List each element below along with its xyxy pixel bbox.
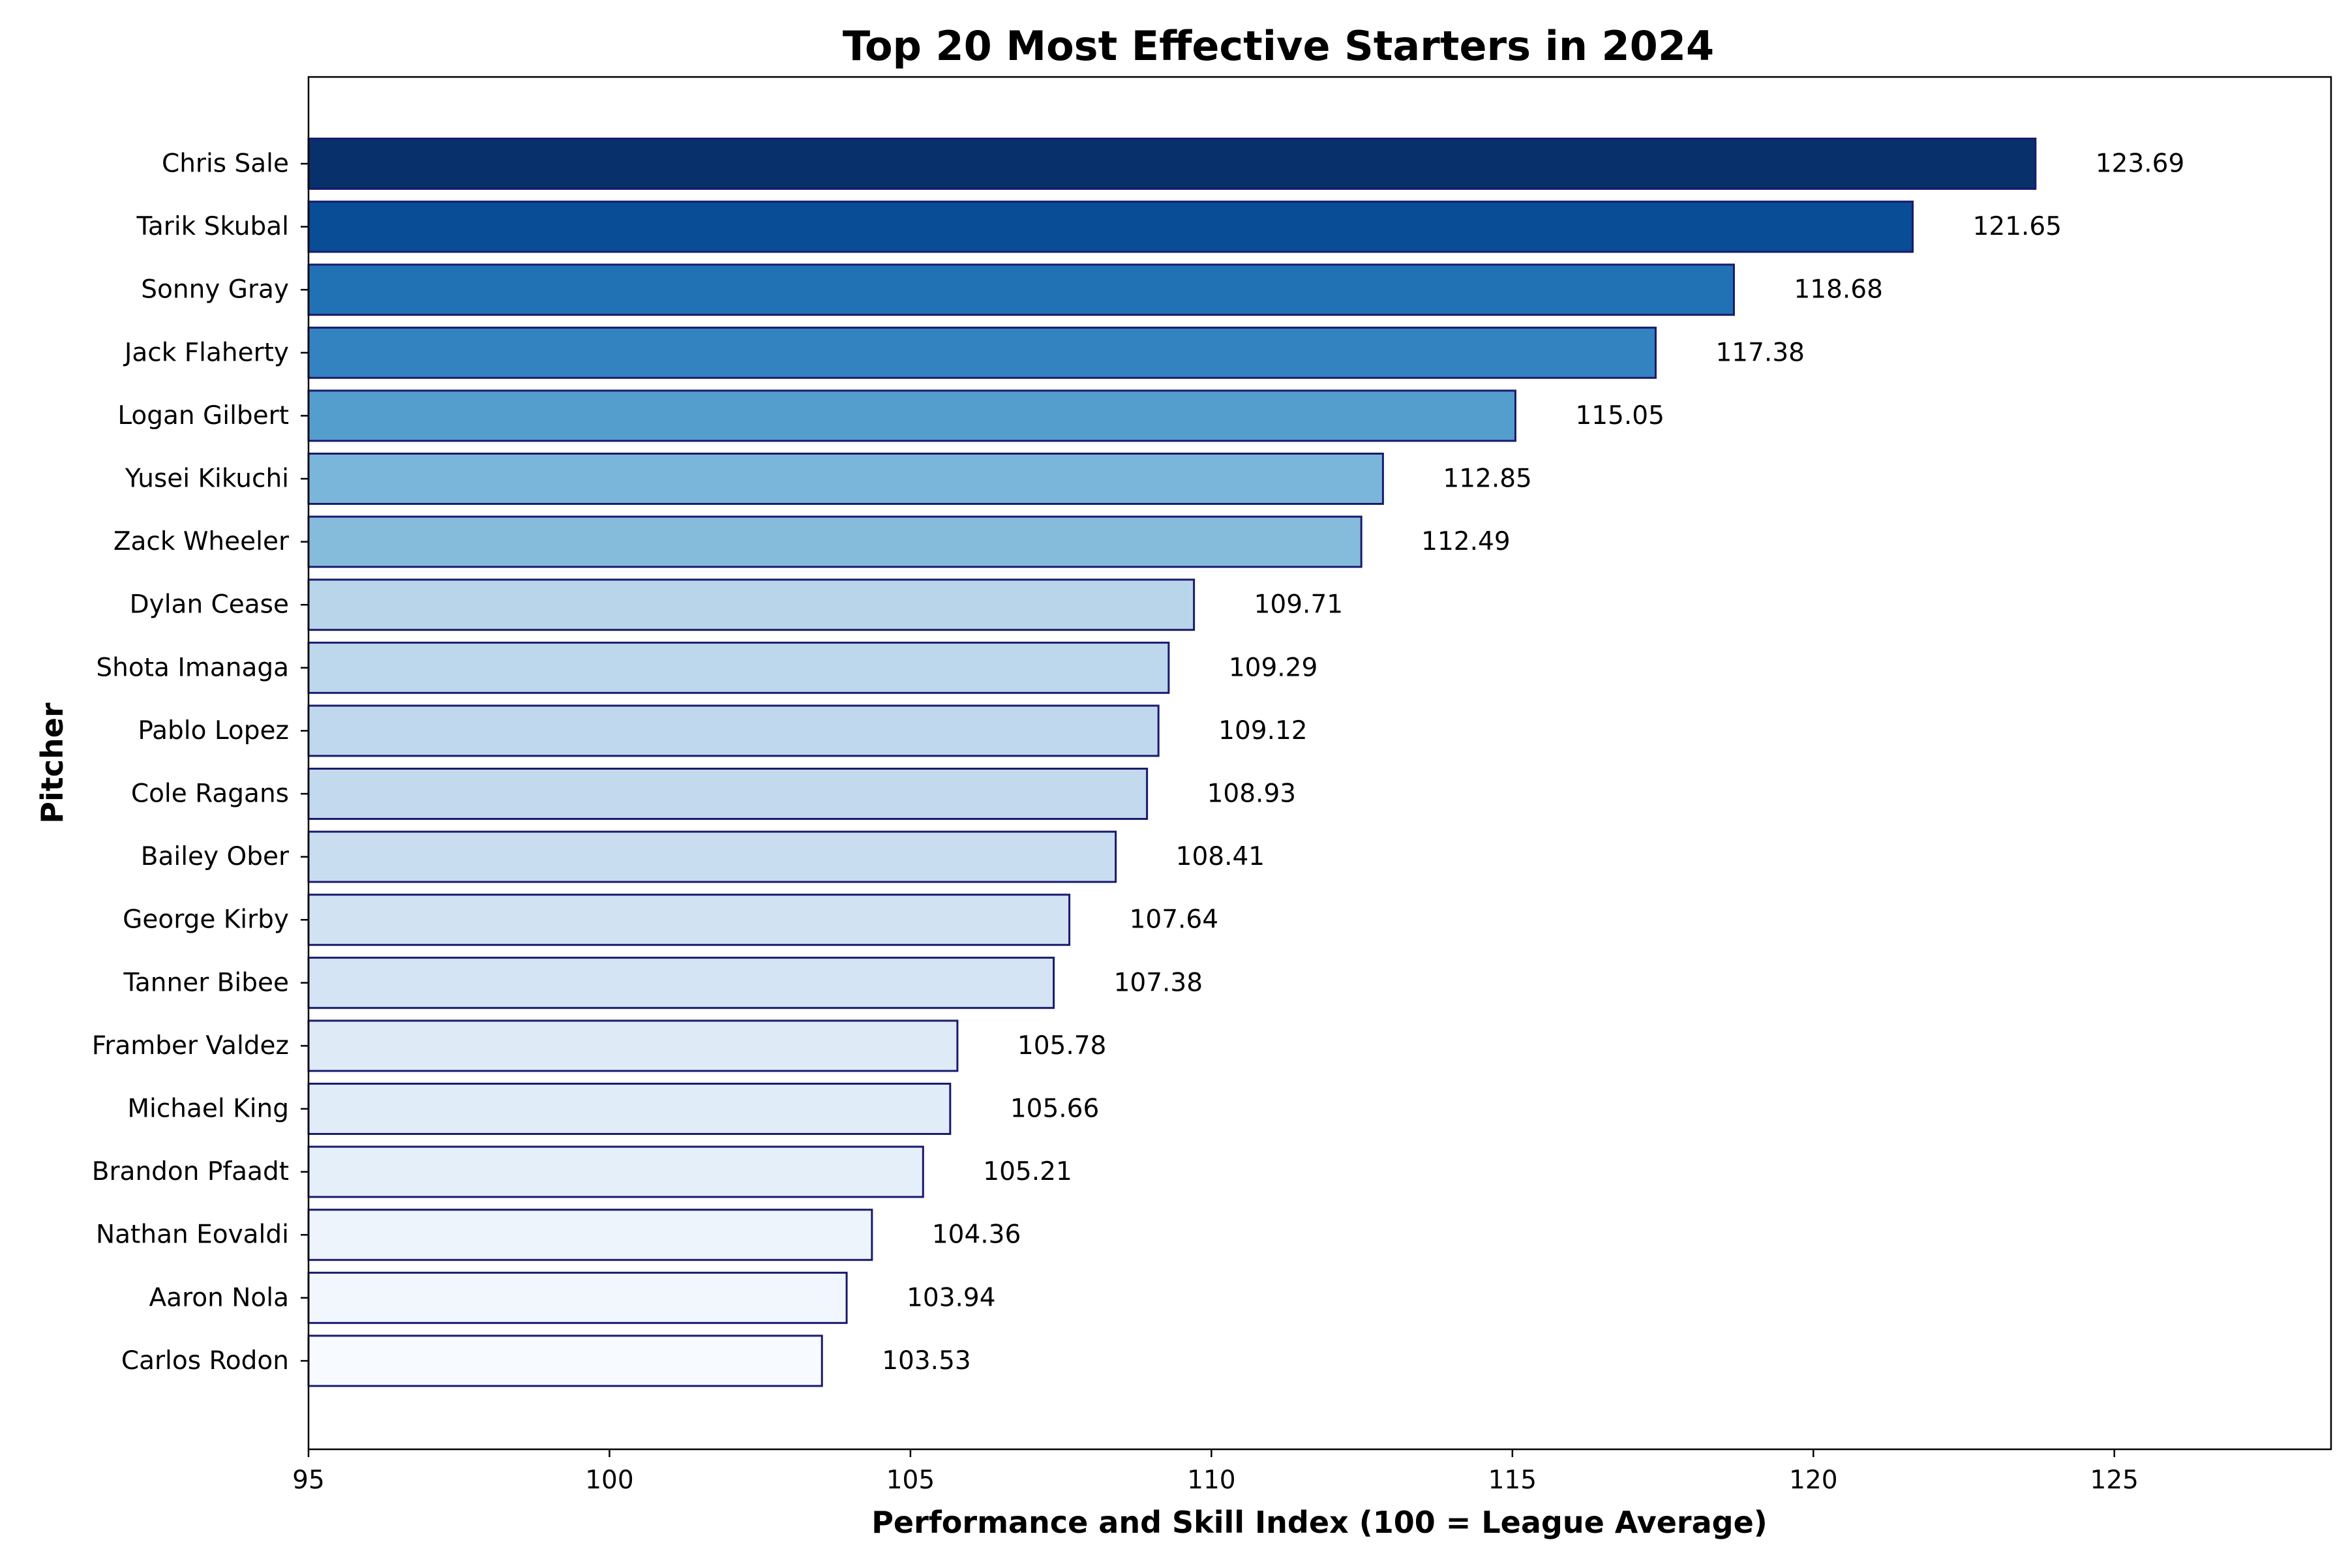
bar-value-label: 115.05 [1575, 401, 1664, 430]
x-tick-label: 105 [886, 1466, 935, 1495]
bar [307, 1019, 959, 1072]
bar-value-label: 118.68 [1794, 275, 1882, 305]
y-tick-label: Jack Flaherty [123, 338, 289, 367]
bar [307, 1334, 823, 1387]
y-tick-label: Dylan Cease [130, 590, 289, 620]
y-tick-label: Logan Gilbert [117, 401, 289, 430]
y-tick-label: Zack Wheeler [113, 527, 290, 556]
y-axis-label: Pitcher [35, 702, 70, 824]
y-tick-label: Carlos Rodon [121, 1346, 289, 1376]
bar [307, 768, 1149, 820]
bar [307, 894, 1071, 946]
bar-value-label: 123.69 [2096, 149, 2184, 179]
x-tick-label: 125 [2090, 1466, 2139, 1495]
y-tick-label: Michael King [127, 1094, 289, 1124]
bar [307, 515, 1362, 568]
bar-value-label: 105.78 [1017, 1031, 1106, 1061]
bar [307, 641, 1170, 694]
bar-value-label: 109.29 [1229, 653, 1317, 682]
bar-value-label: 104.36 [932, 1220, 1021, 1250]
bar-value-label: 103.94 [907, 1283, 995, 1312]
x-axis-label: Performance and Skill Index (100 = Leagu… [871, 1505, 1768, 1540]
chart-title: Top 20 Most Effective Starters in 2024 [843, 22, 1714, 70]
bar [307, 1083, 952, 1135]
x-tick-label: 120 [1789, 1466, 1837, 1495]
bar-value-label: 105.21 [983, 1157, 1072, 1186]
x-tick-label: 95 [292, 1466, 325, 1495]
y-tick-label: Framber Valdez [92, 1031, 289, 1061]
bar [307, 389, 1516, 442]
y-tick-label: Bailey Ober [141, 842, 290, 871]
bar [307, 138, 2037, 190]
plot-frame [307, 76, 2332, 1451]
y-axis-ticks: Chris Sale Tarik Skubal Sonny Gray Jack Fla… [92, 149, 309, 1376]
bar [307, 264, 1735, 316]
bar-value-label: 109.12 [1218, 716, 1307, 746]
bar [307, 579, 1196, 631]
y-tick-label: Tanner Bibee [123, 968, 289, 997]
bar-value-label: 109.71 [1254, 590, 1343, 620]
y-tick-label: Shota Imanaga [96, 653, 289, 682]
y-tick-label: Chris Sale [162, 149, 289, 179]
bar [307, 1145, 924, 1198]
bar [307, 200, 1914, 253]
bar [307, 704, 1160, 757]
bar [307, 1209, 873, 1261]
bar [307, 453, 1384, 505]
y-tick-label: Brandon Pfaadt [92, 1157, 289, 1186]
y-tick-label: Nathan Eovaldi [96, 1220, 289, 1250]
x-axis-ticks: 95 100 105 110 115 120 125 [292, 1449, 2139, 1495]
y-tick-label: Yusei Kikuchi [125, 464, 289, 494]
x-tick-label: 110 [1187, 1466, 1235, 1495]
bar-value-label: 112.49 [1421, 527, 1510, 556]
bar-value-label: 105.66 [1010, 1094, 1099, 1124]
bar-value-label: 121.65 [1973, 212, 2062, 241]
value-labels-layer: 123.69 121.65 118.68 117.38 115.05 112.85 112.… [882, 149, 2184, 1376]
bar-value-label: 112.85 [1443, 464, 1531, 494]
bar [307, 956, 1055, 1009]
x-tick-label: 100 [585, 1466, 633, 1495]
bars-layer [307, 138, 2037, 1387]
y-tick-label: Tarik Skubal [136, 212, 289, 241]
bar-value-label: 108.93 [1207, 779, 1296, 809]
bar-value-label: 117.38 [1715, 338, 1804, 367]
y-tick-label: Cole Ragans [131, 779, 289, 809]
y-tick-label: Sonny Gray [141, 275, 289, 305]
bar-value-label: 103.53 [882, 1346, 971, 1376]
bar [307, 830, 1117, 883]
y-tick-label: George Kirby [123, 905, 289, 935]
bar-value-label: 107.64 [1130, 905, 1218, 935]
bar [307, 326, 1657, 379]
bar-value-label: 108.41 [1176, 842, 1265, 871]
bar [307, 1271, 848, 1324]
y-tick-label: Aaron Nola [149, 1283, 290, 1312]
bar-value-label: 107.38 [1114, 968, 1203, 997]
x-tick-label: 115 [1488, 1466, 1537, 1495]
y-tick-label: Pablo Lopez [138, 716, 289, 746]
